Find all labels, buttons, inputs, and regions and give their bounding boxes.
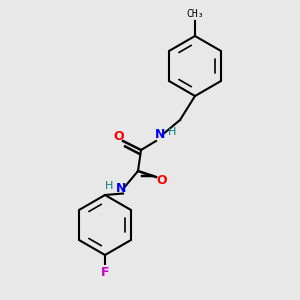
Text: O: O — [113, 130, 124, 143]
Text: H: H — [168, 127, 177, 137]
Text: CH₃: CH₃ — [186, 10, 204, 20]
Text: O: O — [157, 173, 167, 187]
Text: H: H — [105, 181, 114, 191]
Text: N: N — [116, 182, 127, 196]
Text: F: F — [101, 266, 109, 278]
Text: N: N — [155, 128, 166, 142]
